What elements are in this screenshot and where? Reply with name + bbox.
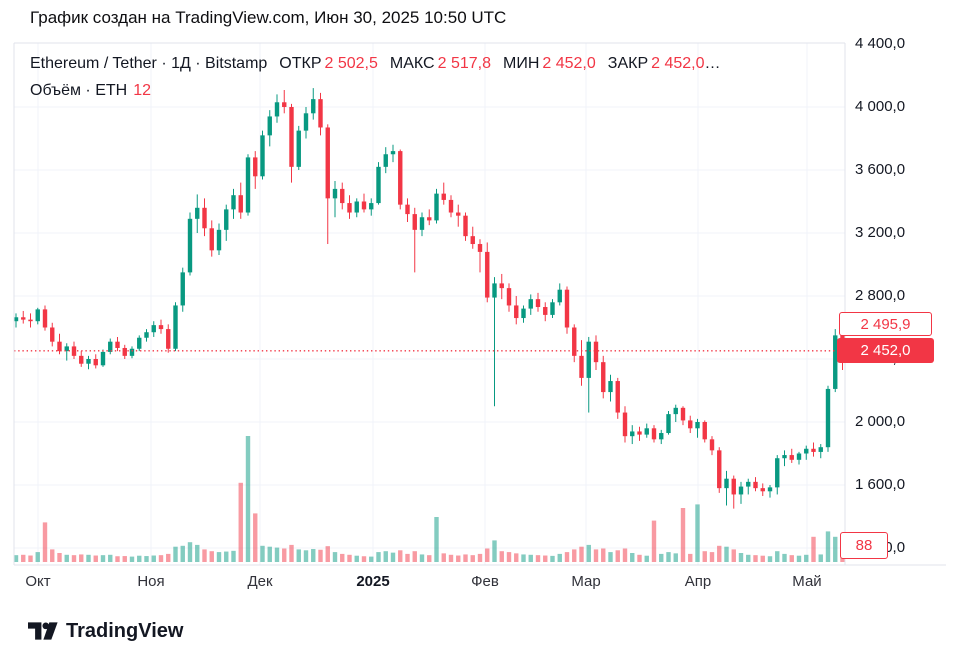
volume-value: 12: [133, 82, 151, 99]
legend-truncation: …: [704, 55, 721, 72]
volume-badge: 88: [840, 532, 888, 559]
legend-ohlc-items: ОТКР 2 502,5 МАКС 2 517,8 МИН 2 452,0 ЗАКР 2 45…: [267, 55, 704, 72]
time-tick-label: Ноя: [137, 573, 165, 590]
time-axis[interactable]: Окт Ноя Дек 2025 Фев Мар Апр Май: [0, 565, 946, 600]
legend-volume-row: Объём · ETH 12: [30, 80, 721, 102]
price-axis[interactable]: 4 400,04 000,03 600,03 200,02 800,02 400…: [845, 35, 960, 565]
close-price-badge: 2 452,0: [837, 338, 934, 364]
price-tick-label: 4 400,0: [855, 35, 906, 52]
snapshot-caption: График создан на TradingView.com, Июн 30…: [30, 8, 507, 27]
legend-ohlc-item: МИН 2 452,0: [503, 55, 596, 72]
tradingview-footer[interactable]: TradingView: [28, 619, 183, 643]
legend-ohlc-item: ОТКР 2 502,5: [279, 55, 378, 72]
price-tick-label: 2 000,0: [855, 413, 906, 430]
volume-series-label: Объём · ETH: [30, 82, 128, 99]
legend-ohlc-item: ЗАКР 2 452,0: [607, 55, 705, 72]
time-tick-label: Мар: [571, 573, 601, 590]
legend-symbol-row: Ethereum / Tether · 1Д · Bitstamp ОТКР 2 5…: [30, 53, 721, 75]
time-tick-label: Окт: [25, 573, 51, 590]
time-tick-label: Фев: [471, 573, 499, 590]
brand-name: TradingView: [66, 619, 184, 642]
price-tick-label: 1 600,0: [855, 476, 906, 493]
symbol-title: Ethereum / Tether · 1Д · Bitstamp: [30, 55, 268, 72]
chart-legend[interactable]: Ethereum / Tether · 1Д · Bitstamp ОТКР 2 5…: [30, 53, 721, 107]
legend-ohlc-item: МАКС 2 517,8: [389, 55, 491, 72]
time-tick-label: Апр: [684, 573, 712, 590]
price-tick-label: 3 600,0: [855, 161, 906, 178]
last-price-badge: 2 495,9: [839, 312, 932, 337]
time-tick-label: Дек: [247, 573, 273, 590]
tradingview-logo-icon: [28, 622, 58, 640]
price-tick-label: 2 800,0: [855, 287, 906, 304]
price-tick-label: 3 200,0: [855, 224, 906, 241]
time-tick-label: 2025: [356, 573, 390, 590]
time-tick-label: Май: [792, 573, 822, 590]
price-tick-label: 4 000,0: [855, 98, 906, 115]
